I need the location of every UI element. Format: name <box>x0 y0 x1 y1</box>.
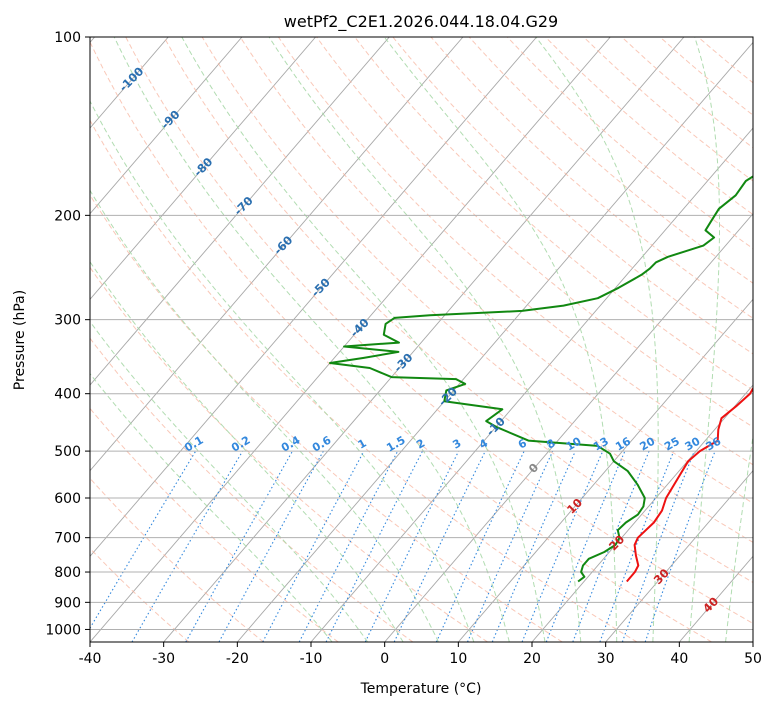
moist-adiabat-line <box>90 320 369 642</box>
mixing-ratio-line <box>364 450 460 642</box>
x-tick-label: -40 <box>79 651 102 667</box>
dry-adiabat-line <box>316 37 753 428</box>
dry-adiabat-line <box>239 37 753 504</box>
mixing-ratio-line <box>621 450 695 642</box>
isotherm-line <box>90 37 390 386</box>
x-tick-label: 30 <box>597 651 615 667</box>
x-tick-label: 50 <box>744 651 762 667</box>
dry-adiabat-line <box>90 40 712 642</box>
plot-frame <box>89 36 754 643</box>
pressure-grid <box>90 37 753 630</box>
dry-adiabat-line <box>507 37 753 250</box>
dry-adiabat-line <box>201 37 753 543</box>
mixing-ratio-line <box>491 450 576 642</box>
y-tick-label: 600 <box>54 491 81 507</box>
x-tick-label: -30 <box>152 651 175 667</box>
y-tick-label: 400 <box>54 387 81 403</box>
mixing-ratio-line <box>218 450 324 642</box>
moist-adiabat-line <box>90 189 439 642</box>
y-tick-label: 200 <box>54 208 81 224</box>
isotherm-line <box>163 37 685 642</box>
x-tick-label: 20 <box>523 651 541 667</box>
y-tick-label: 900 <box>54 595 81 611</box>
x-axis: -40 -30 -20 -10 0 10 20 30 40 50 <box>79 642 762 667</box>
isotherm-line <box>90 37 537 558</box>
dry-adiabat-line <box>583 37 753 182</box>
dry-adiabat-line <box>90 119 638 642</box>
dry-adiabat-line <box>90 266 488 642</box>
isotherm-line <box>310 127 753 642</box>
isotherm-line <box>236 41 753 642</box>
profiles <box>329 175 753 583</box>
moist-adiabat-line <box>688 37 720 642</box>
x-tick-label: 10 <box>449 651 467 667</box>
mixing-ratio-line <box>325 450 423 642</box>
mixing-ratio-line <box>572 450 650 642</box>
moist-adiabat-line <box>113 37 510 642</box>
mixing-ratio-line <box>466 450 554 642</box>
mixing-ratio-line <box>545 450 626 642</box>
isotherm-line <box>90 37 243 215</box>
moist-adiabat-line <box>725 433 753 642</box>
moist-adiabat-line <box>535 37 659 642</box>
isotherm-line <box>605 469 753 642</box>
mixing-ratio-line <box>185 450 293 642</box>
isotherm-line <box>384 213 753 642</box>
x-tick-label: 0 <box>380 651 389 667</box>
dry-adiabat-line <box>90 477 264 642</box>
dry-adiabat-line <box>163 37 753 583</box>
mixing-ratio-line <box>644 450 716 642</box>
isotherm-line <box>90 37 611 642</box>
x-tick-label: 40 <box>670 651 688 667</box>
y-tick-label: 500 <box>54 444 81 460</box>
mixing-ratio-line <box>262 450 365 642</box>
x-tick-label: -10 <box>300 651 323 667</box>
mixing-ratio-line <box>599 450 675 642</box>
dry-adiabat-line <box>430 37 753 319</box>
moist-adiabat-line <box>90 100 475 642</box>
profile-line <box>626 386 753 583</box>
x-tick-label: -20 <box>226 651 249 667</box>
profile-line <box>329 175 753 583</box>
isotherm-line <box>90 37 464 472</box>
x-axis-label: Temperature (°C) <box>360 681 482 697</box>
y-tick-label: 1000 <box>45 622 81 638</box>
isotherm-line <box>752 641 753 642</box>
y-tick-label: 700 <box>54 531 81 547</box>
y-tick-label: 800 <box>54 565 81 581</box>
mixing-ratio-line <box>521 450 604 642</box>
y-tick-label: 300 <box>54 313 81 329</box>
isotherm-line <box>457 298 753 642</box>
moist-adiabat-line <box>181 37 546 642</box>
dry-adiabat-line <box>354 37 753 391</box>
isotherm-line <box>90 37 316 301</box>
dry-adiabat-line <box>125 37 753 624</box>
chart-title: wetPf2_C2E1.2026.044.18.04.G29 <box>284 12 558 32</box>
dry-adiabat-line <box>90 194 563 642</box>
y-axis-label: Pressure (hPa) <box>12 290 28 390</box>
plot-background <box>90 37 753 642</box>
moist-adiabat-line <box>90 372 333 642</box>
y-axis: 100 200 300 400 500 600 700 800 900 1000 <box>45 30 90 638</box>
moist-adiabat-line <box>90 260 404 642</box>
skewt-background-lines <box>90 37 753 642</box>
y-tick-label: 100 <box>54 30 81 46</box>
